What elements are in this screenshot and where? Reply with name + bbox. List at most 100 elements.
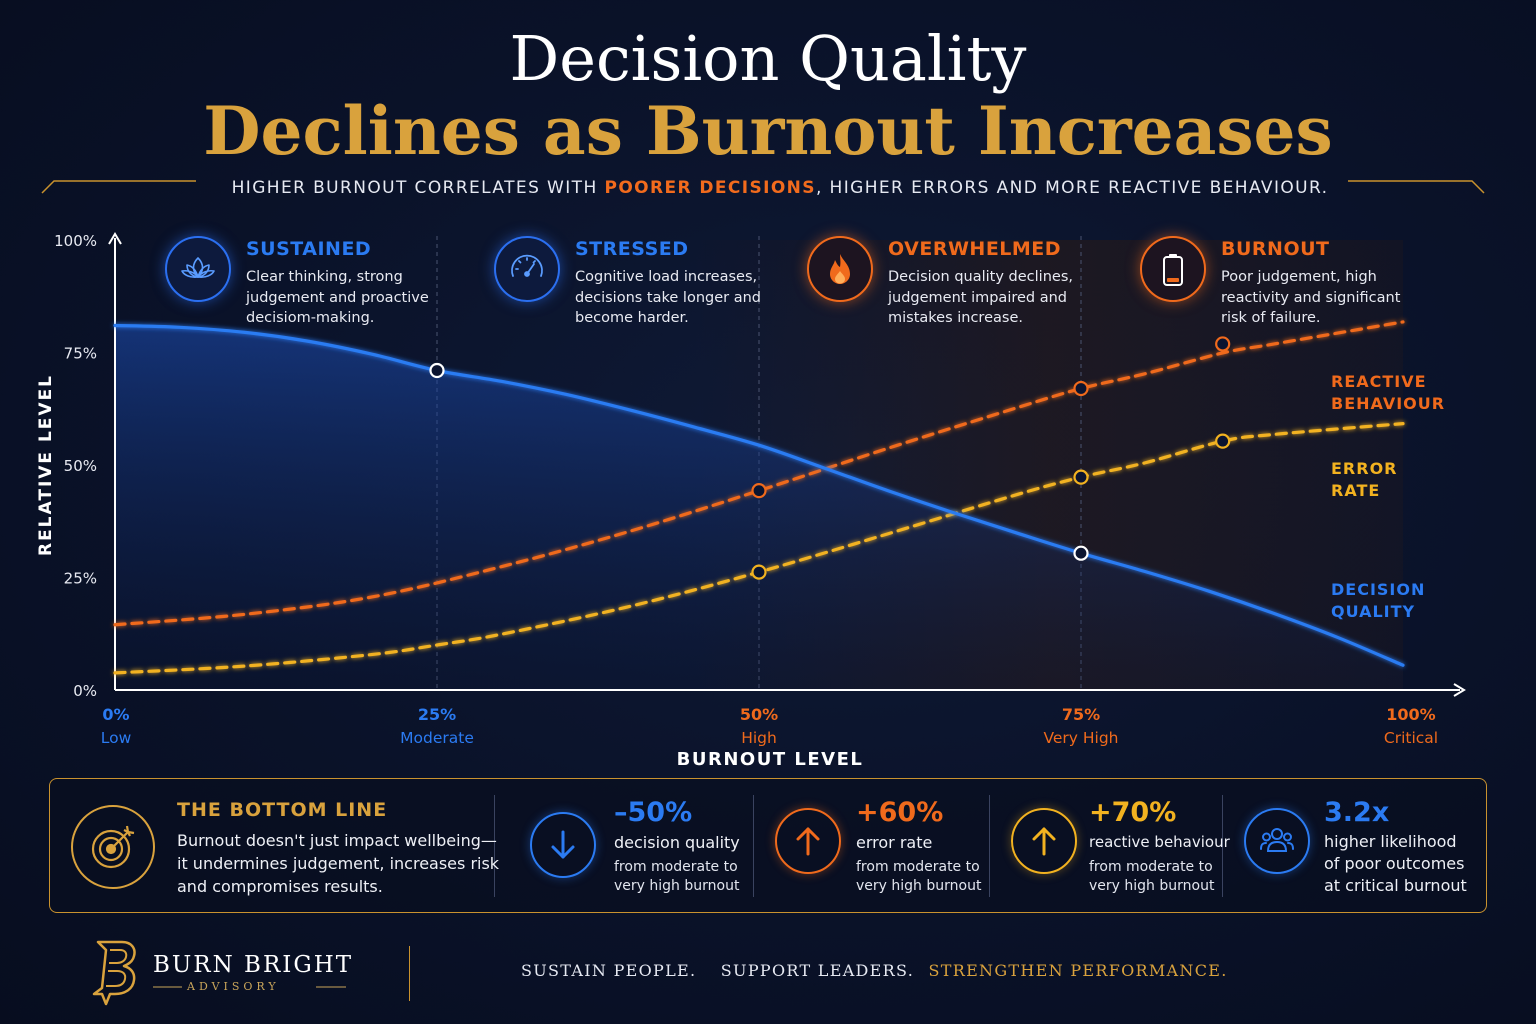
subtitle-highlight: POORER DECISIONS bbox=[604, 178, 816, 198]
arrow-down-icon bbox=[530, 812, 596, 878]
y-axis-arrow-icon bbox=[108, 232, 122, 245]
stage-title: BURNOUT bbox=[1221, 238, 1330, 260]
stat-subtext: higher likelihood of poor outcomes at cr… bbox=[1324, 831, 1484, 897]
stage-description: Decision quality declines, judgement imp… bbox=[888, 269, 1073, 326]
stat-label: higher likelihood bbox=[1324, 832, 1457, 851]
stat-subtext-line: of poor outcomes bbox=[1324, 854, 1465, 873]
stat-subtext-line: very high burnout bbox=[1089, 878, 1215, 894]
stat-subtext-line: very high burnout bbox=[614, 878, 740, 894]
stage-description: Cognitive load increases, decisions take… bbox=[575, 269, 761, 326]
x-tick-name: High bbox=[741, 729, 777, 747]
people-icon bbox=[1244, 808, 1310, 874]
series-label: RATE bbox=[1331, 481, 1380, 500]
stage-title: OVERWHELMED bbox=[888, 238, 1062, 260]
stat-value: 3.2x bbox=[1324, 797, 1390, 828]
series-line-error-rate bbox=[113, 422, 1405, 675]
x-tick-name: Critical bbox=[1384, 729, 1438, 747]
bottom-line-text-line: Burnout doesn't just impact wellbeing— bbox=[177, 831, 497, 850]
series-label: DECISION bbox=[1331, 580, 1425, 599]
burnout-chart: 0% 25% 50% 75% 100% RELATIVE LEVEL 0% Low 25% Mod… bbox=[36, 232, 1466, 747]
y-tick-label: 25% bbox=[64, 570, 97, 588]
subtitle-text-start: HIGHER BURNOUT CORRELATES WITH bbox=[231, 178, 605, 198]
series-line-reactive-behaviour bbox=[113, 320, 1405, 627]
panel-divider bbox=[1222, 795, 1223, 897]
stat-label: reactive behaviour bbox=[1089, 833, 1230, 851]
data-point-marker bbox=[1215, 336, 1231, 352]
stat-subtext-line: from moderate to bbox=[1089, 859, 1213, 875]
stat-label: error rate bbox=[856, 833, 933, 852]
stat-subtext: from moderate to very high burnout bbox=[1089, 858, 1259, 896]
footer-divider bbox=[409, 946, 410, 1001]
x-tick-name: Very High bbox=[1043, 729, 1118, 747]
data-point-marker bbox=[1073, 380, 1089, 397]
target-icon bbox=[71, 805, 155, 889]
x-tick-name: Moderate bbox=[400, 729, 474, 747]
battery-low-icon bbox=[1140, 236, 1206, 302]
brand-subtitle: ADVISORY bbox=[187, 980, 280, 993]
x-tick-value: 50% bbox=[740, 705, 778, 724]
data-point-marker bbox=[1215, 433, 1231, 449]
arrow-up-icon bbox=[775, 808, 841, 874]
stat-subtext-line: at critical burnout bbox=[1324, 876, 1467, 895]
x-tick-value: 100% bbox=[1386, 705, 1435, 724]
burn-bright-logo-icon bbox=[92, 940, 136, 1006]
y-tick-label: 75% bbox=[64, 345, 97, 363]
tagline-part: SUSTAIN PEOPLE. bbox=[521, 961, 697, 980]
data-point-marker bbox=[1073, 469, 1089, 485]
panel-divider bbox=[753, 795, 754, 897]
stage-overwhelmed: OVERWHELMED Decision quality declines, j… bbox=[807, 236, 1107, 336]
stage-stressed: STRESSED Cognitive load increases, decis… bbox=[494, 236, 794, 336]
stat-subtext-line: from moderate to bbox=[856, 859, 980, 875]
x-axis-arrow-icon bbox=[1453, 683, 1466, 697]
panel-divider bbox=[494, 795, 495, 897]
title-decoration bbox=[41, 180, 1485, 194]
brand-name: BURN BRIGHT bbox=[153, 952, 354, 978]
series-label: BEHAVIOUR bbox=[1331, 394, 1445, 413]
bottom-line-text-line: it undermines judgement, increases risk bbox=[177, 854, 500, 873]
arrow-up-icon bbox=[1011, 808, 1077, 874]
tagline-part: SUPPORT LEADERS. bbox=[720, 961, 915, 980]
page-title-line-2: Declines as Burnout Increases bbox=[203, 92, 1333, 170]
subtitle-text-end: , HIGHER ERRORS AND MORE REACTIVE BEHAVI… bbox=[815, 178, 1329, 198]
y-axis-title: RELATIVE LEVEL bbox=[36, 374, 56, 556]
data-point-marker bbox=[1073, 545, 1089, 561]
series-label: ERROR bbox=[1331, 459, 1398, 478]
stage-title: STRESSED bbox=[575, 238, 689, 260]
x-tick-value: 0% bbox=[102, 705, 129, 724]
lotus-icon bbox=[165, 236, 231, 302]
stage-sustained: SUSTAINED Clear thinking, strong judgeme… bbox=[165, 236, 465, 336]
stat-value: –50% bbox=[614, 797, 693, 828]
stage-description: Clear thinking, strong judgement and pro… bbox=[246, 269, 429, 326]
footer-tagline: SUSTAIN PEOPLE. SUPPORT LEADERS. STRENGT… bbox=[521, 961, 1228, 980]
y-tick-label: 0% bbox=[73, 682, 97, 700]
x-tick-value: 75% bbox=[1062, 705, 1100, 724]
stat-subtext: from moderate to very high burnout bbox=[856, 858, 1026, 896]
brand-sub-decoration bbox=[153, 986, 346, 988]
stat-value: +60% bbox=[856, 797, 944, 828]
stat-subtext: from moderate to very high burnout bbox=[614, 858, 784, 896]
y-tick-label: 100% bbox=[54, 232, 97, 250]
y-tick-label: 50% bbox=[64, 457, 97, 475]
data-point-marker bbox=[751, 564, 767, 580]
page-title-line-1: Decision Quality bbox=[509, 22, 1027, 95]
stage-title: SUSTAINED bbox=[246, 238, 372, 260]
data-point-marker bbox=[429, 362, 445, 379]
stat-value: +70% bbox=[1089, 797, 1177, 828]
data-point-marker bbox=[751, 483, 767, 499]
stage-description: Poor judgement, high reactivity and sign… bbox=[1221, 269, 1401, 326]
stat-subtext-line: very high burnout bbox=[856, 878, 982, 894]
bottom-line-text-line: and compromises results. bbox=[177, 877, 383, 896]
decision-quality-area bbox=[115, 325, 1403, 690]
bottom-line-text: Burnout doesn't just impact wellbeing— i… bbox=[177, 829, 499, 898]
panel-divider bbox=[989, 795, 990, 897]
stage-burnout: BURNOUT Poor judgement, high reactivity … bbox=[1140, 236, 1440, 336]
series-label: REACTIVE bbox=[1331, 372, 1427, 391]
page-subtitle: HIGHER BURNOUT CORRELATES WITH POORER DE… bbox=[0, 178, 1536, 198]
tagline-part: STRENGTHEN PERFORMANCE. bbox=[928, 961, 1228, 980]
series-label: QUALITY bbox=[1331, 602, 1415, 621]
stat-label: decision quality bbox=[614, 833, 740, 852]
series-line-decision-quality bbox=[113, 323, 1405, 667]
gauge-icon bbox=[494, 236, 560, 302]
x-tick-name: Low bbox=[101, 729, 132, 747]
flame-icon bbox=[807, 236, 873, 302]
